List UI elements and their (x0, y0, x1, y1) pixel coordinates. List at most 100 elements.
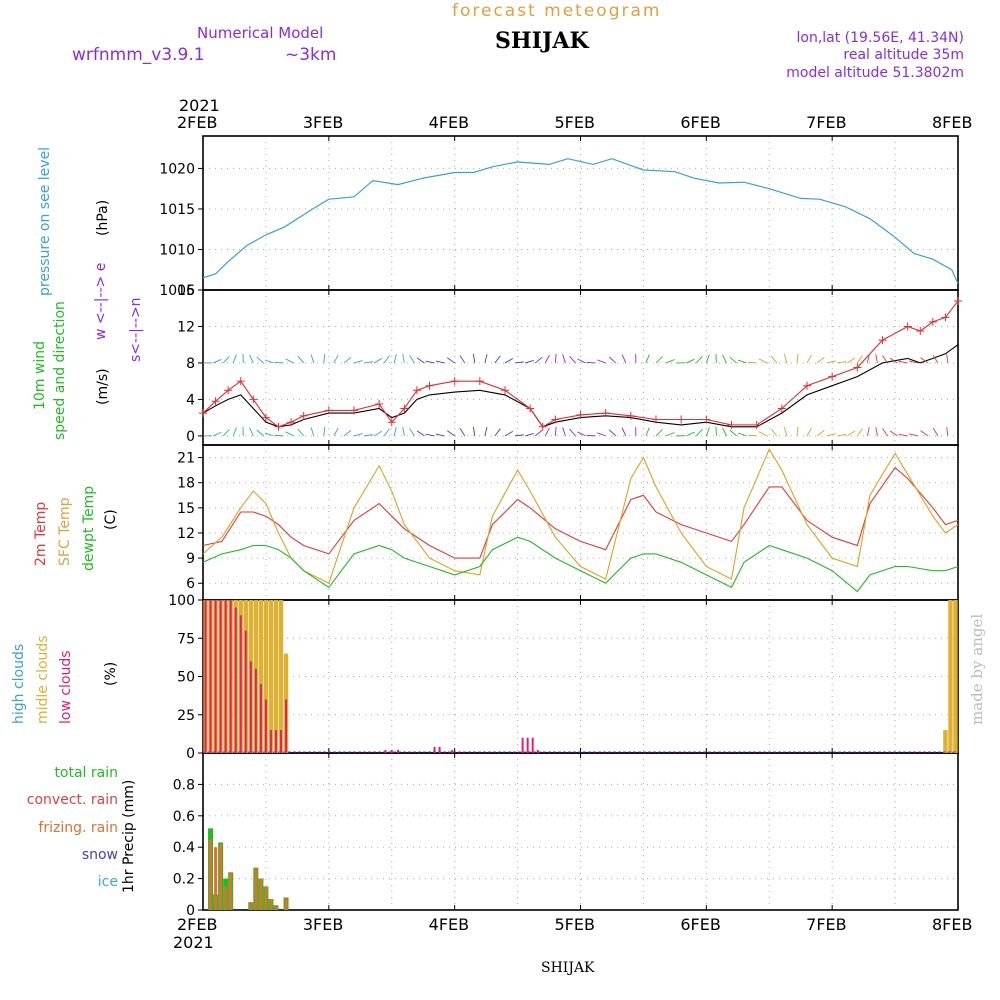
wind-arrow (946, 353, 949, 364)
gust-marker (224, 386, 233, 395)
wind-arrow (758, 358, 767, 364)
precip-bar-convect (284, 897, 288, 910)
wind-arrow (383, 428, 390, 437)
wind-arrow (323, 353, 326, 363)
cloud-bar-low (269, 730, 272, 753)
panel-frame (202, 135, 959, 291)
precip-bar-convect (269, 899, 273, 910)
gust-marker (375, 399, 384, 408)
gust-marker (853, 363, 862, 372)
y-tick-label: 0 (186, 429, 195, 445)
wind-arrow (232, 354, 237, 364)
wind-arrow (525, 432, 534, 437)
wind-arrow (484, 427, 488, 436)
chart-title: forecast meteogram (452, 1, 662, 21)
wind-arrow (645, 427, 650, 437)
wind-arrow (285, 431, 294, 437)
cloud-bar-mid (273, 600, 279, 753)
y-tick-label: 75 (177, 631, 195, 647)
wind-arrow (783, 427, 788, 437)
wind-arrow (562, 354, 566, 364)
wind-arrow (504, 430, 514, 437)
gust-marker (475, 377, 484, 386)
wind-arrow (621, 427, 627, 437)
wind-arrow (562, 427, 566, 437)
cloud-bar-low (209, 600, 212, 753)
wind-arrow (847, 357, 856, 364)
wind-arrow (264, 432, 274, 437)
wind-arrow (534, 429, 543, 437)
wind-arrow (686, 358, 695, 364)
wind-arrow (827, 433, 836, 437)
gust-marker (727, 420, 736, 429)
y-tick-label: 50 (177, 670, 195, 686)
cloud-bar-low (259, 684, 262, 753)
precip-bar-convect (219, 844, 223, 910)
wind-arrow (597, 359, 606, 364)
model-label: Numerical Model (197, 24, 324, 42)
wind-arrow (729, 429, 737, 437)
wind-arrow (655, 356, 663, 364)
gust-marker (551, 415, 560, 424)
precip-bar-convect (264, 886, 268, 910)
precip-bar-convect (229, 872, 233, 910)
wind-arrow (249, 427, 254, 437)
gust-marker (299, 411, 308, 420)
model-version: wrfnmm_v3.9.1 (72, 45, 205, 65)
bottom-date-tick: 8FEB (932, 915, 973, 934)
wind-arrow (343, 429, 352, 437)
wind-arrow (932, 354, 939, 364)
cloud-bar-low (264, 699, 267, 753)
y-tick-label: 1010 (159, 242, 195, 258)
top-date-tick: 3FEB (302, 113, 344, 132)
wind-arrow (544, 354, 550, 364)
wind-arrow (425, 433, 435, 437)
y-tick-label: 12 (177, 526, 195, 542)
top-date-tick: 2FEB (177, 113, 218, 132)
y-tick-label: 0.6 (173, 809, 195, 825)
wind-arrow (847, 430, 856, 437)
gust-marker (828, 372, 837, 381)
wind-arrow (889, 430, 898, 437)
precip-bar-convect (274, 905, 278, 910)
wind-arrow (534, 356, 543, 364)
gust-marker (941, 313, 950, 322)
top-date-tick: 5FEB (554, 113, 595, 132)
panel-frame (202, 289, 959, 446)
t2m-line (202, 466, 959, 559)
wind-arrow (770, 355, 778, 364)
wind-arrow (544, 427, 550, 437)
wind-arrow (373, 430, 383, 437)
wind-arrow (665, 359, 675, 364)
wind-arrow (882, 355, 888, 364)
y-tick-label: 0.2 (173, 872, 195, 888)
wind-arrow (212, 431, 222, 437)
pressure-line (202, 158, 959, 284)
cloud-bar-low (531, 737, 534, 753)
top-date-tick: 7FEB (806, 113, 847, 132)
bottom-date-tick: 5FEB (554, 915, 595, 934)
cloud-bar-low (224, 600, 227, 753)
wind-arrow (806, 427, 812, 437)
gust-marker (261, 413, 270, 422)
gust-marker (249, 395, 258, 404)
wind-arrow (898, 360, 908, 364)
wind-arrow (459, 428, 466, 437)
wind-arrow (343, 357, 352, 364)
gust-marker (324, 406, 333, 415)
wind-arrow (875, 354, 878, 364)
gust-marker (236, 377, 245, 386)
y-tick-label: 8 (186, 356, 195, 372)
wind-arrow (515, 434, 525, 437)
wind-arrow (837, 361, 847, 364)
gust-marker (928, 317, 937, 326)
gust-marker (350, 406, 358, 415)
gust-marker (626, 411, 635, 420)
gust-marker (211, 397, 220, 406)
gust-marker (601, 409, 610, 418)
cloud-bar-low (244, 630, 247, 753)
wind-arrow (393, 354, 397, 364)
wind-arrow (494, 428, 501, 437)
wind-arrow (747, 361, 757, 364)
gust-marker (954, 296, 962, 305)
